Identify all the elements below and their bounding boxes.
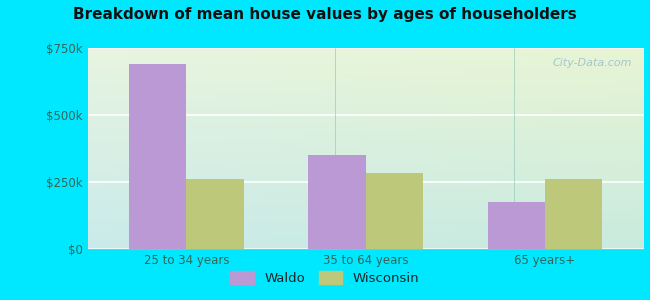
Bar — [545, 179, 603, 249]
Bar — [129, 64, 187, 249]
Bar — [488, 202, 545, 249]
Bar — [366, 172, 423, 249]
Bar — [308, 155, 366, 249]
Legend: Waldo, Wisconsin: Waldo, Wisconsin — [225, 266, 425, 290]
Text: Breakdown of mean house values by ages of householders: Breakdown of mean house values by ages o… — [73, 8, 577, 22]
Bar — [187, 179, 244, 249]
Text: City-Data.com: City-Data.com — [553, 58, 632, 68]
